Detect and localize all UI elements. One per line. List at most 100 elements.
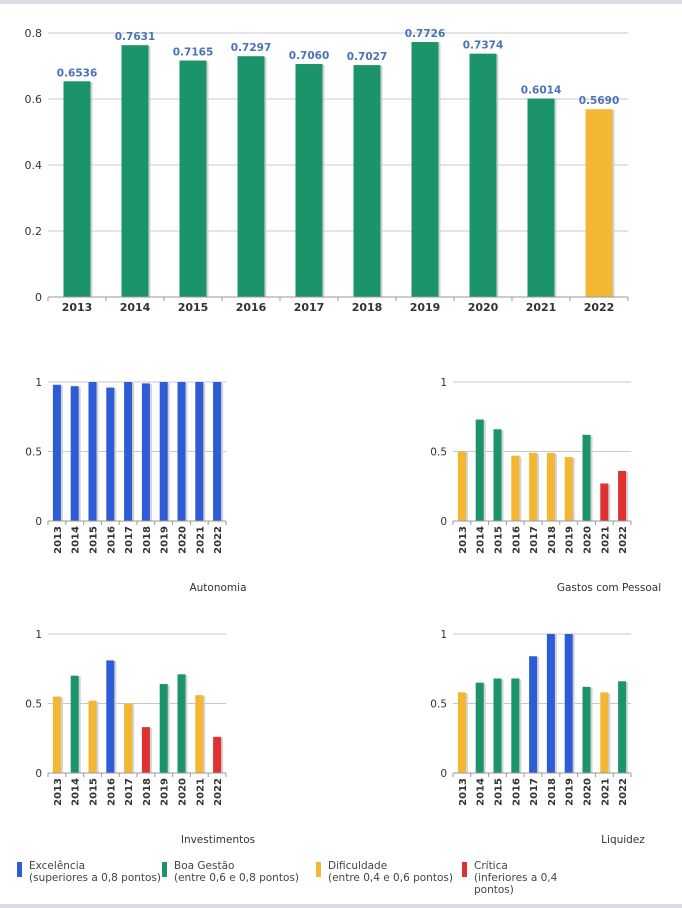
bar — [585, 109, 613, 297]
bar — [177, 674, 186, 773]
bar — [511, 678, 520, 773]
bar — [70, 675, 79, 773]
bar — [493, 429, 502, 521]
x-tick-label: 2014 — [71, 526, 82, 554]
x-tick-label: 2022 — [213, 778, 224, 806]
bar — [70, 386, 79, 521]
x-tick-label: 2018 — [547, 526, 558, 554]
chart-title: Autonomia — [189, 582, 246, 594]
x-tick-label: 2018 — [352, 301, 383, 314]
legend-item-boa-gestao: Boa Gestão (entre 0,6 e 0,8 pontos) — [162, 860, 299, 884]
x-tick-label: 2015 — [89, 778, 100, 806]
x-tick-label: 2018 — [547, 778, 558, 806]
bar — [63, 81, 91, 297]
x-tick-label: 2017 — [294, 301, 325, 314]
x-tick-label: 2013 — [458, 526, 469, 554]
x-tick-label: 2014 — [476, 526, 487, 554]
x-tick-label: 2022 — [213, 526, 224, 554]
bar — [124, 382, 133, 521]
bar — [159, 684, 168, 773]
chart-3: 0 0.5 1 2013 2014 2015 2016 2017 2018 2019 2020 202… — [430, 377, 661, 594]
x-tick-label: 2020 — [178, 778, 189, 806]
data-label: 0.7027 — [347, 51, 388, 63]
chart-4: 0 0.5 1 2013 2014 2015 2016 2017 2018 2019 2020 202… — [25, 629, 255, 846]
bar — [582, 686, 591, 773]
x-tick-label: 2013 — [62, 301, 93, 314]
data-label: 0.6536 — [57, 67, 98, 79]
legend: Excelência (superiores a 0,8 pontos) Boa… — [0, 860, 682, 900]
bar — [52, 696, 61, 773]
bar — [618, 470, 627, 521]
x-tick-label: 2021 — [526, 301, 557, 314]
data-label: 0.7374 — [463, 40, 504, 52]
chart-1: 0 0.2 0.4 0.6 0.8 0.6536 2013 0.7631 2014 0.7165 2… — [25, 27, 629, 314]
bottom-border — [0, 904, 682, 908]
x-tick-label: 2014 — [476, 778, 487, 806]
bar — [527, 98, 555, 298]
bar — [213, 736, 222, 773]
charts-canvas: 0 0.2 0.4 0.6 0.8 0.6536 2013 0.7631 2014 0.7165 2… — [25, 27, 662, 846]
x-tick-label: 2013 — [53, 526, 64, 554]
legend-label: Crítica — [474, 860, 508, 872]
x-tick-label: 2016 — [511, 778, 522, 806]
x-tick-label: 2016 — [106, 778, 117, 806]
x-tick-label: 2019 — [410, 301, 441, 314]
x-tick-label: 2016 — [106, 526, 117, 554]
bar — [106, 660, 115, 773]
bar — [564, 457, 573, 521]
x-tick-label: 2020 — [178, 526, 189, 554]
x-tick-label: 2017 — [124, 778, 135, 806]
legend-item-dificuldade: Dificuldade (entre 0,4 e 0,6 pontos) — [316, 860, 453, 884]
x-tick-label: 2021 — [600, 778, 611, 806]
bar — [353, 65, 381, 297]
data-label: 0.7631 — [115, 31, 156, 43]
x-tick-label: 2019 — [160, 526, 171, 554]
x-tick-label: 2017 — [124, 526, 135, 554]
bar — [52, 384, 61, 521]
x-tick-label: 2018 — [142, 526, 153, 554]
bar — [493, 678, 502, 773]
x-tick-label: 2016 — [511, 526, 522, 554]
chart-2: 0 0.5 1 2013 2014 2015 2016 2017 2018 2019 2020 202… — [25, 377, 246, 594]
chart-title: Gastos com Pessoal — [557, 582, 661, 594]
legend-swatch-dificuldade — [316, 862, 321, 877]
bar — [159, 382, 168, 521]
bar — [582, 434, 591, 521]
bar — [237, 56, 265, 297]
x-tick-label: 2014 — [120, 301, 151, 314]
bar — [88, 700, 97, 773]
bar — [475, 682, 484, 773]
bar — [600, 483, 609, 521]
bar — [124, 703, 133, 773]
x-tick-label: 2015 — [494, 778, 505, 806]
bar — [618, 681, 627, 773]
legend-label: Dificuldade — [328, 860, 388, 872]
legend-item-excelencia: Excelência (superiores a 0,8 pontos) — [17, 860, 161, 884]
x-tick-label: 2022 — [584, 301, 615, 314]
y-tick-label: 0.5 — [430, 447, 447, 459]
x-tick-label: 2017 — [529, 526, 540, 554]
x-tick-label: 2017 — [529, 778, 540, 806]
y-tick-label: 1 — [440, 377, 447, 389]
data-label: 0.7297 — [231, 42, 272, 54]
bar — [529, 452, 538, 521]
data-label: 0.7165 — [173, 47, 214, 59]
x-tick-label: 2015 — [89, 526, 100, 554]
bar — [457, 451, 466, 521]
data-label: 0.5690 — [579, 95, 620, 107]
bar — [195, 695, 204, 773]
x-tick-label: 2013 — [458, 778, 469, 806]
legend-swatch-critica — [462, 862, 467, 877]
bar — [529, 656, 538, 773]
bar — [88, 382, 97, 521]
legend-sublabel: (superiores a 0,8 pontos) — [29, 872, 162, 884]
y-tick-label: 0 — [35, 516, 42, 528]
bar — [546, 634, 555, 773]
x-tick-label: 2016 — [236, 301, 267, 314]
y-tick-label: 0.2 — [25, 225, 43, 238]
y-tick-label: 0.8 — [25, 27, 43, 40]
legend-sublabel: (inferiores a 0,4 — [474, 872, 558, 884]
y-tick-label: 1 — [35, 629, 42, 641]
y-tick-label: 0 — [440, 516, 447, 528]
legend-sublabel: pontos) — [474, 884, 514, 896]
